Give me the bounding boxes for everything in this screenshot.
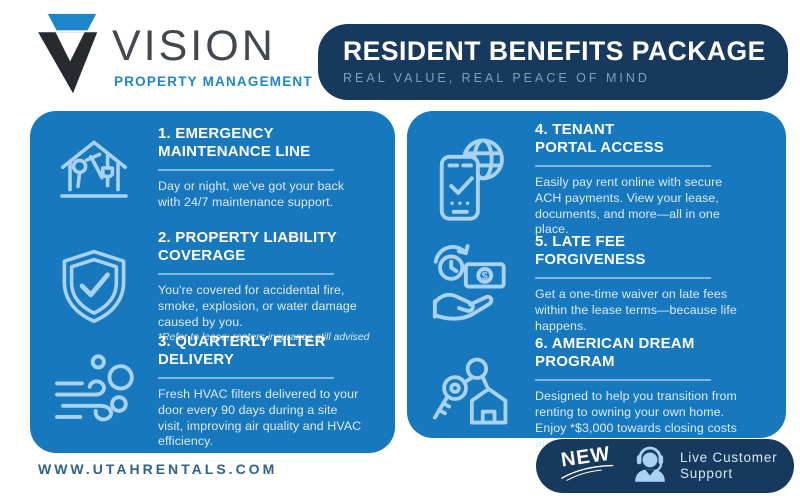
banner-title: RESIDENT BENEFITS PACKAGE	[343, 36, 766, 66]
swoosh-underline-icon	[561, 464, 614, 481]
benefit-body: Day or night, we've got your back with 2…	[158, 179, 345, 209]
benefit-body: Get a one-time waiver on late fees withi…	[535, 287, 737, 333]
benefit-late-fee: $ 5. LATE FEE FORGIVENESS Get a one-time…	[407, 233, 761, 334]
website-url: WWW.UTAHRENTALS.COM	[38, 461, 278, 477]
benefit-property-liability: 2. PROPERTY LIABILITY COVERAGE You're co…	[30, 229, 384, 343]
keys-house-icon	[432, 357, 508, 425]
banner-subtitle: REAL VALUE, REAL PEACE OF MIND	[343, 71, 650, 85]
benefit-title: 5. LATE FEE FORGIVENESS	[535, 233, 646, 268]
support-label: Live Customer Support	[680, 450, 778, 481]
phone-globe-icon	[439, 138, 504, 221]
svg-text:$: $	[482, 270, 489, 282]
benefit-note: *Refer to lease; renters insurance still…	[158, 332, 370, 344]
benefits-panel-left: 1. EMERGENCY MAINTENANCE LINE Day or nig…	[30, 111, 395, 453]
vision-logo-mark-icon	[38, 13, 98, 94]
benefit-title: 3. QUARTERLY FILTER DELIVERY	[158, 333, 326, 368]
divider	[158, 169, 334, 171]
banner: RESIDENT BENEFITS PACKAGE REAL VALUE, RE…	[318, 24, 788, 100]
benefit-body: You're covered for accidental fire, smok…	[158, 283, 357, 329]
divider	[158, 377, 334, 379]
benefit-body: Easily pay rent online with secure ACH p…	[535, 175, 723, 237]
divider	[158, 273, 334, 275]
benefit-body: Fresh HVAC filters delivered to your doo…	[158, 387, 362, 449]
customer-support-headset-icon	[635, 446, 665, 482]
benefits-panel-right: 4. TENANT PORTAL ACCESS Easily pay rent …	[407, 111, 786, 450]
benefit-title: 1. EMERGENCY MAINTENANCE LINE	[158, 125, 311, 160]
benefit-title: 6. AMERICAN DREAM PROGRAM	[535, 335, 695, 370]
benefit-title: 4. TENANT PORTAL ACCESS	[535, 121, 665, 156]
benefit-emergency-maintenance: 1. EMERGENCY MAINTENANCE LINE Day or nig…	[30, 125, 384, 211]
air-wind-icon	[55, 353, 134, 421]
brand-name: VISION	[112, 22, 276, 70]
benefit-american-dream: 6. AMERICAN DREAM PROGRAM Designed to he…	[407, 335, 761, 452]
brand-tagline: PROPERTY MANAGEMENT	[114, 74, 313, 89]
benefit-quarterly-filter: 3. QUARTERLY FILTER DELIVERY Fresh HVAC …	[30, 333, 384, 450]
benefit-tenant-portal: 4. TENANT PORTAL ACCESS Easily pay rent …	[407, 121, 761, 238]
divider	[535, 277, 711, 279]
hand-money-clock-icon: $	[432, 243, 506, 321]
divider	[535, 379, 711, 381]
house-tools-icon	[60, 140, 128, 198]
new-feature-badge: NEW Live Customer Support	[536, 439, 794, 493]
benefit-title: 2. PROPERTY LIABILITY COVERAGE	[158, 229, 337, 264]
divider	[535, 165, 711, 167]
shield-check-icon	[62, 249, 126, 324]
